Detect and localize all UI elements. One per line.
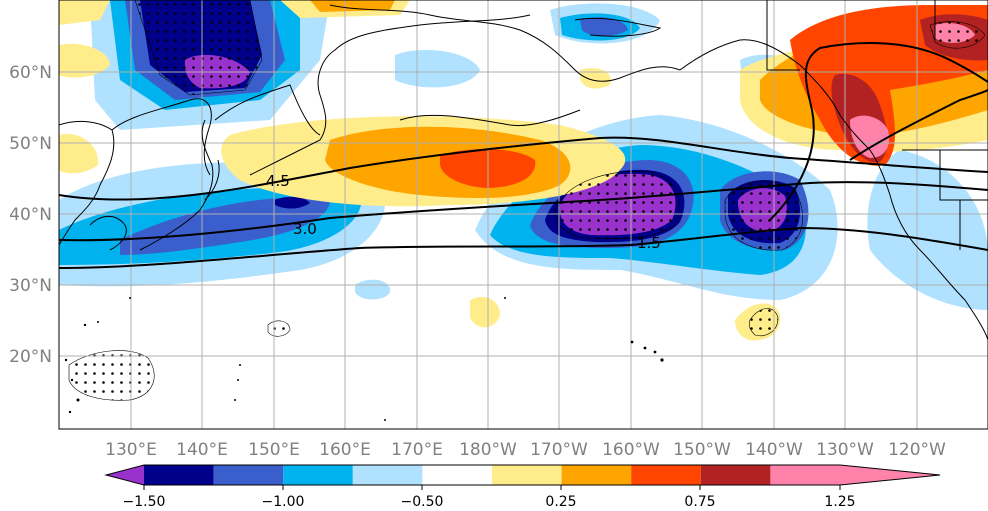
colorbar: −1.50 −1.00 −0.50 0.25 0.75 1.25: [104, 464, 941, 510]
lon-label-160e: 160°E: [319, 440, 371, 460]
colorbar-extend-high: [840, 465, 940, 485]
lon-label-160w: 160°W: [602, 440, 660, 460]
colorbar-tick-label: −0.50: [401, 494, 444, 510]
lat-label-50n: 50°N: [9, 134, 52, 154]
colorbar-segment: [213, 465, 284, 485]
lon-label-140w: 140°W: [745, 440, 803, 460]
islands: [64, 297, 664, 421]
lon-label-150e: 150°E: [248, 440, 300, 460]
lon-label-180w: 180°W: [459, 440, 517, 460]
colorbar-ticks: [143, 485, 841, 490]
latitude-labels: 60°N 50°N 40°N 30°N 20°N: [9, 63, 52, 367]
colorbar-segment: [283, 465, 353, 485]
colorbar-tick-label: −1.50: [123, 494, 166, 510]
lat-label-20n: 20°N: [9, 347, 52, 367]
coastlines: [59, 0, 988, 341]
map-frame: [58, 0, 988, 430]
colorbar-segment: [352, 465, 423, 485]
colorbar-segment: [492, 465, 562, 485]
lon-label-170w: 170°W: [530, 440, 588, 460]
lon-label-150w: 150°W: [673, 440, 731, 460]
colorbar-segment: [561, 465, 632, 485]
lat-label-30n: 30°N: [9, 276, 52, 296]
colorbar-extend-low: [106, 465, 144, 485]
colorbar-tick-label: 1.25: [824, 494, 855, 510]
jet-contours: [59, 42, 988, 269]
contour-label-4-5: 4.5: [266, 172, 290, 190]
lat-label-40n: 40°N: [9, 205, 52, 225]
colorbar-segment: [422, 465, 492, 485]
map-panel: 4.5 3.0 1.5: [59, 0, 988, 429]
lon-label-130w: 130°W: [816, 440, 874, 460]
colorbar-segment: [700, 465, 771, 485]
lon-label-170e: 170°E: [391, 440, 443, 460]
lon-label-120w: 120°W: [888, 440, 946, 460]
colorbar-tick-label: 0.25: [545, 494, 576, 510]
colorbar-segment: [770, 465, 840, 485]
colorbar-segment: [631, 465, 701, 485]
lon-label-130e: 130°E: [105, 440, 157, 460]
colorbar-tick-label: −1.00: [262, 494, 305, 510]
lon-label-140e: 140°E: [176, 440, 228, 460]
contour-label-3-0: 3.0: [293, 220, 317, 238]
colorbar-segment: [144, 465, 214, 485]
colorbar-tick-label: 0.75: [684, 494, 715, 510]
longitude-labels: 130°E 140°E 150°E 160°E 170°E 180°W 170°…: [105, 440, 946, 460]
contour-label-1-5: 1.5: [637, 234, 661, 252]
lat-label-60n: 60°N: [9, 63, 52, 83]
